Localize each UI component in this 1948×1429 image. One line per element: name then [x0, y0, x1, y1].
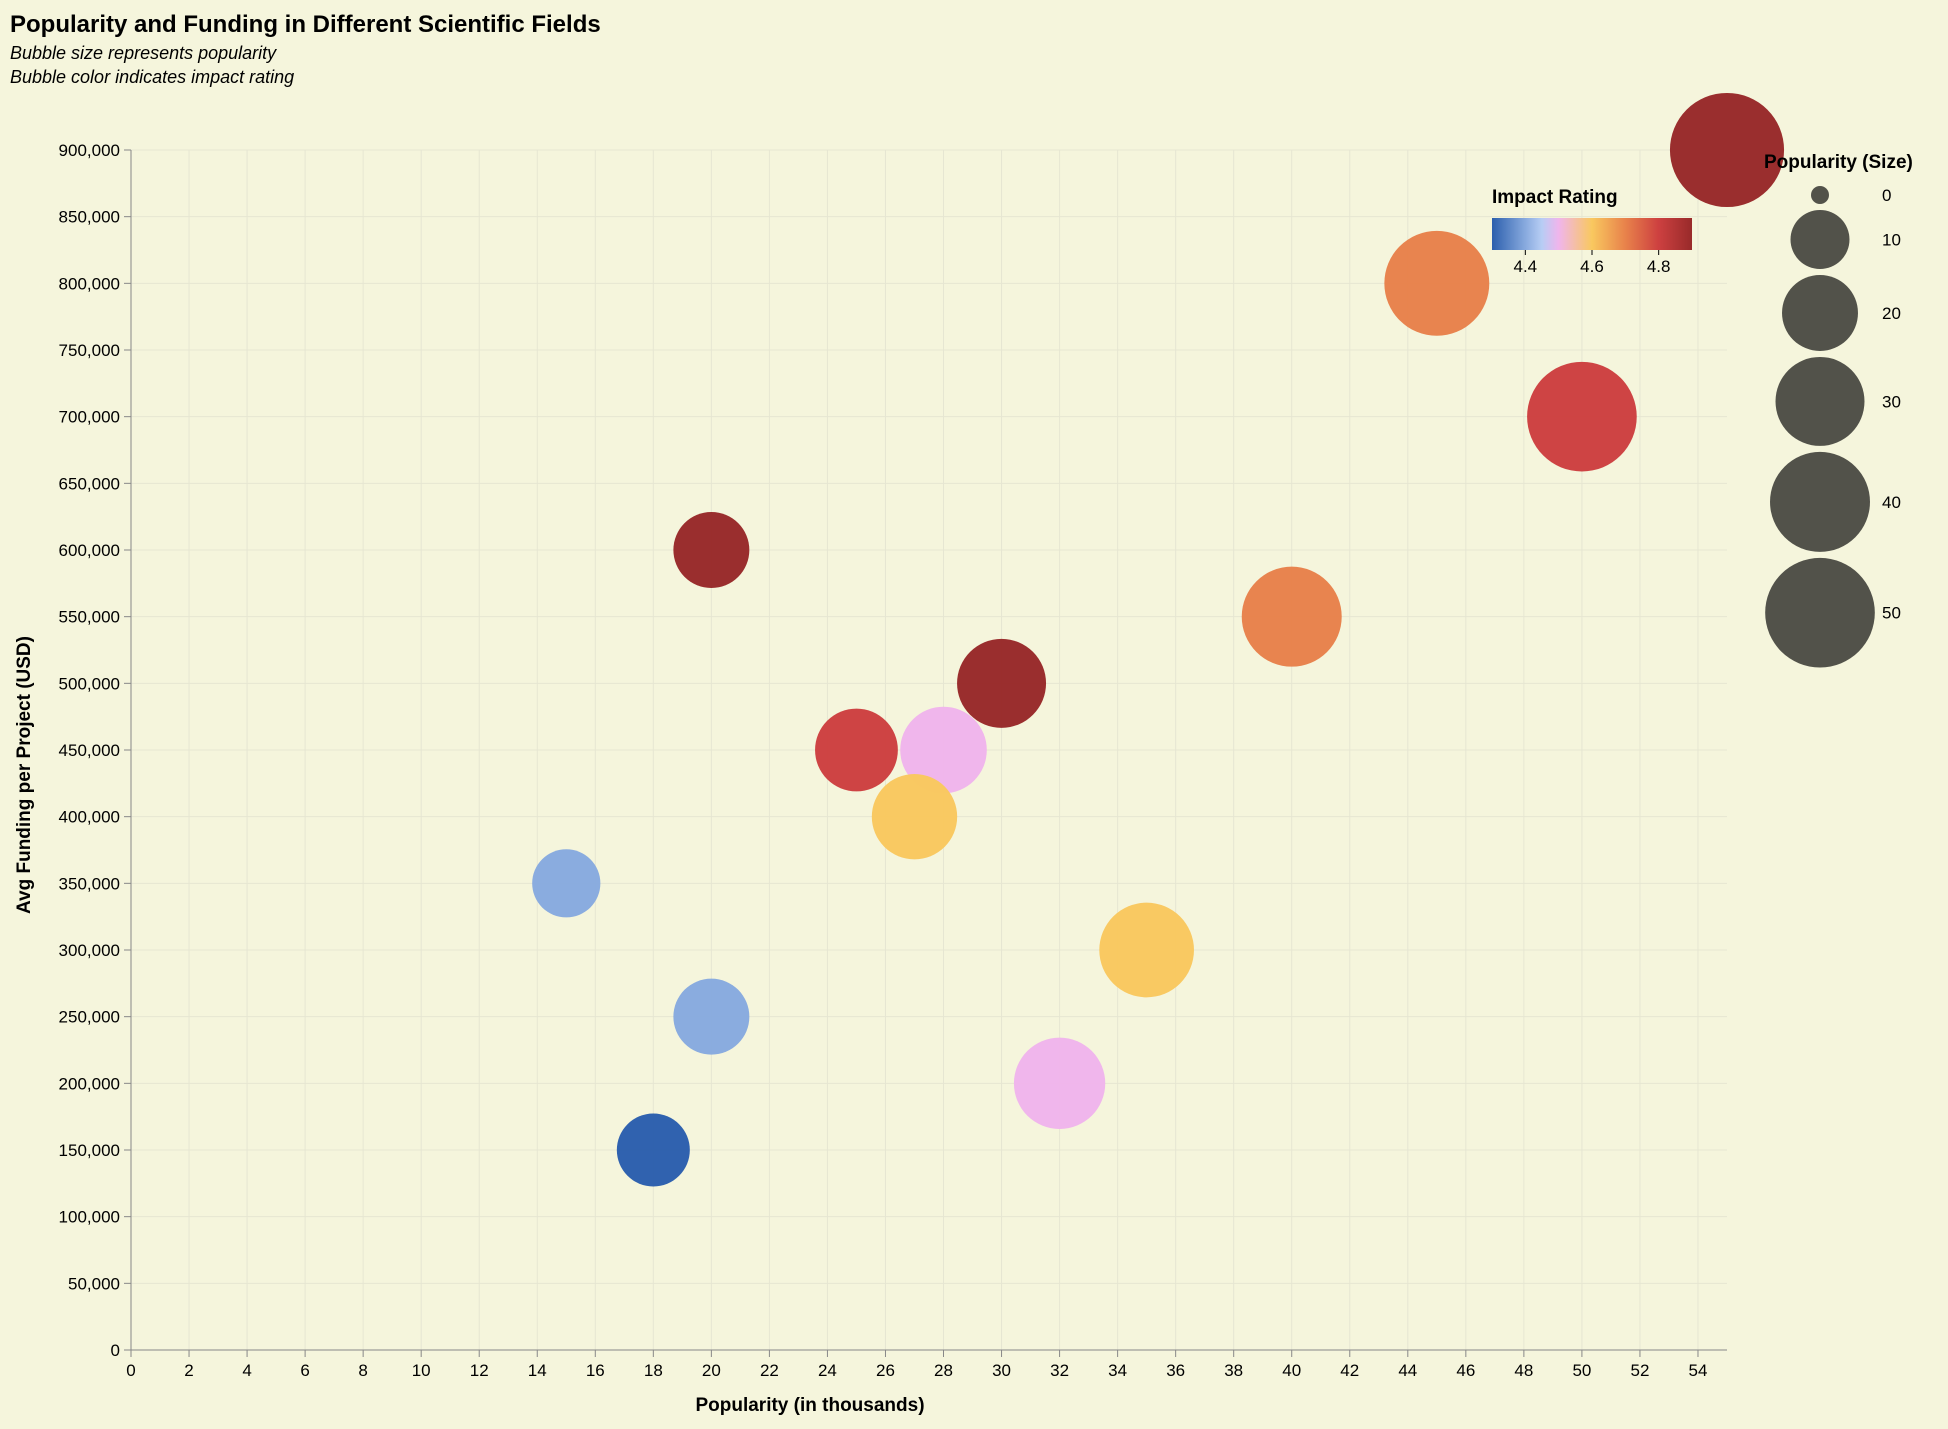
data-bubble	[1527, 361, 1637, 472]
color-legend-label: 4.8	[1647, 257, 1671, 276]
y-tick-label: 450,000	[59, 741, 120, 760]
data-bubble	[673, 978, 750, 1055]
y-axis-title: Avg Funding per Project (USD)	[14, 636, 35, 914]
data-bubble	[871, 773, 958, 860]
size-legend-label: 10	[1882, 230, 1901, 249]
data-bubble	[1241, 566, 1342, 667]
size-legend-circle	[1775, 356, 1865, 446]
x-tick-label: 10	[412, 1361, 431, 1380]
color-legend-gradient	[1492, 218, 1692, 250]
y-tick-label: 250,000	[59, 1008, 120, 1027]
data-bubble	[900, 706, 987, 794]
y-tick-label: 400,000	[59, 808, 120, 827]
x-tick-label: 38	[1224, 1361, 1243, 1380]
data-bubble	[532, 849, 601, 918]
x-tick-label: 26	[876, 1361, 895, 1380]
size-legend-circle	[1782, 274, 1858, 351]
size-legend-label: 40	[1882, 493, 1901, 512]
x-tick-label: 42	[1340, 1361, 1359, 1380]
y-tick-label: 750,000	[59, 341, 120, 360]
x-tick-label: 14	[528, 1361, 547, 1380]
x-tick-label: 6	[300, 1361, 309, 1380]
y-tick-label: 600,000	[59, 541, 120, 560]
x-tick-label: 2	[184, 1361, 193, 1380]
color-legend-title: Impact Rating	[1492, 187, 1618, 208]
data-bubble	[957, 638, 1047, 728]
x-tick-label: 30	[992, 1361, 1011, 1380]
size-legend-circle	[1790, 210, 1850, 269]
size-legend-circle	[1765, 557, 1875, 668]
size-legend-title: Popularity (Size)	[1764, 152, 1913, 173]
y-tick-label: 500,000	[59, 674, 120, 693]
y-tick-label: 300,000	[59, 941, 120, 960]
x-tick-label: 32	[1050, 1361, 1069, 1380]
chart-subtitle-line-2: Bubble color indicates impact rating	[10, 67, 294, 87]
data-bubble	[1384, 230, 1490, 336]
x-tick-label: 22	[760, 1361, 779, 1380]
bubbles	[532, 92, 1785, 1187]
data-bubble	[673, 512, 750, 588]
color-legend: Impact Rating 4.4 4.6 4.8	[1492, 187, 1692, 276]
size-legend-label: 50	[1882, 604, 1901, 623]
y-tick-label: 550,000	[59, 608, 120, 627]
y-tick-label: 100,000	[59, 1208, 120, 1227]
y-tick-label: 0	[111, 1341, 120, 1360]
x-tick-label: 44	[1398, 1361, 1417, 1380]
y-tick-label: 900,000	[59, 141, 120, 160]
color-legend-label: 4.4	[1514, 257, 1538, 276]
x-tick-label: 34	[1108, 1361, 1127, 1380]
size-legend-label: 0	[1882, 186, 1891, 205]
y-tick-label: 850,000	[59, 208, 120, 227]
y-tick-label: 800,000	[59, 274, 120, 293]
x-tick-label: 8	[358, 1361, 367, 1380]
x-tick-label: 50	[1572, 1361, 1591, 1380]
x-tick-label: 4	[242, 1361, 251, 1380]
data-bubble	[1669, 92, 1785, 208]
x-tick-label: 36	[1166, 1361, 1185, 1380]
x-tick-label: 20	[702, 1361, 721, 1380]
x-tick-label: 54	[1689, 1361, 1708, 1380]
x-tick-label: 40	[1282, 1361, 1301, 1380]
axes: 0 2 4 6 8 10 12 14 16 18 20 22 24 26 28 30 32 34 36 38 40 42 4…	[59, 141, 1727, 1380]
x-tick-label: 24	[818, 1361, 837, 1380]
size-legend-circle	[1811, 186, 1829, 204]
data-bubble	[616, 1113, 690, 1187]
y-tick-label: 50,000	[68, 1274, 120, 1293]
y-tick-label: 200,000	[59, 1074, 120, 1093]
x-tick-label: 46	[1456, 1361, 1475, 1380]
x-axis-title: Popularity (in thousands)	[695, 1395, 924, 1416]
size-legend-label: 30	[1882, 392, 1901, 411]
size-legend-circle	[1770, 451, 1870, 552]
y-tick-label: 150,000	[59, 1141, 120, 1160]
x-tick-label: 0	[126, 1361, 135, 1380]
data-bubble	[1099, 902, 1194, 998]
x-tick-label: 16	[586, 1361, 605, 1380]
chart-title: Popularity and Funding in Different Scie…	[10, 11, 601, 38]
data-bubble	[815, 708, 898, 792]
chart-subtitle-line-1: Bubble size represents popularity	[10, 43, 277, 63]
data-bubble	[1013, 1037, 1106, 1129]
x-tick-label: 12	[470, 1361, 489, 1380]
y-tick-label: 350,000	[59, 874, 120, 893]
size-legend-label: 20	[1882, 304, 1901, 323]
y-tick-label: 700,000	[59, 408, 120, 427]
x-tick-label: 48	[1514, 1361, 1533, 1380]
x-tick-label: 18	[644, 1361, 663, 1380]
size-legend: Popularity (Size) 0 10 20 30 40 50	[1764, 152, 1913, 668]
x-tick-label: 52	[1630, 1361, 1649, 1380]
y-tick-label: 650,000	[59, 474, 120, 493]
color-legend-label: 4.6	[1580, 257, 1604, 276]
x-tick-label: 28	[934, 1361, 953, 1380]
